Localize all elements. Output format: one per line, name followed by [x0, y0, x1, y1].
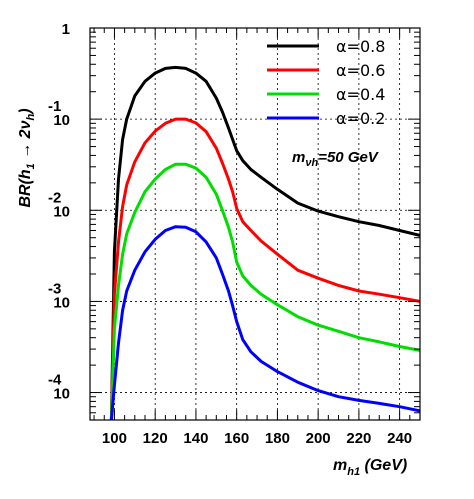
x-tick-label: 180 — [265, 430, 290, 447]
ticks — [90, 27, 421, 421]
y-tick-exponent: -3 — [48, 280, 61, 297]
series-layer — [109, 65, 420, 420]
y-tick-labels: 110-110-210-310-4 — [48, 21, 70, 403]
legend-label-3: α=0.4 — [336, 85, 385, 104]
y-axis-label-e: ) — [17, 108, 34, 115]
mass-annotation: mνh=50 GeV — [292, 149, 380, 169]
x-tick-label: 120 — [143, 430, 168, 447]
x-axis-label-unit: (GeV) — [360, 457, 407, 474]
x-tick-label: 140 — [183, 430, 208, 447]
legend-label-4: α=0.2 — [336, 109, 385, 128]
x-tick-labels: 100 120 140 160 180 200 220 240 — [102, 430, 412, 447]
x-tick-label: 100 — [102, 430, 127, 447]
series-line-2 — [109, 117, 420, 420]
x-axis-label: mh1 (GeV) — [333, 457, 407, 478]
x-axis-label-main: m — [333, 457, 347, 474]
y-tick-label: 10 — [53, 294, 70, 311]
y-axis-label: BR(h1 → 2νh) — [17, 108, 37, 207]
legend-label-1: α=0.8 — [336, 37, 385, 56]
y-tick-label: 10 — [53, 203, 70, 220]
y-tick-base: 1 — [62, 21, 70, 38]
legend: α=0.8 α=0.6 α=0.4 α=0.2 — [267, 37, 385, 128]
series-line-1 — [109, 65, 420, 420]
mass-annotation-rest: =50 GeV — [318, 149, 380, 166]
y-tick-label: 1 — [62, 21, 70, 38]
x-tick-label: 240 — [387, 430, 412, 447]
y-tick-base: 10 — [53, 112, 70, 129]
y-axis-label-b: 1 — [25, 163, 37, 169]
y-tick-exponent: -1 — [48, 98, 61, 115]
y-axis-label-c: → 2ν — [17, 120, 34, 163]
x-tick-label: 200 — [306, 430, 331, 447]
y-tick-label: 10 — [53, 386, 70, 403]
y-tick-base: 10 — [53, 386, 70, 403]
series-line-4 — [109, 225, 420, 420]
legend-label-2: α=0.6 — [336, 61, 385, 80]
x-tick-label: 160 — [224, 430, 249, 447]
y-tick-label: 10 — [53, 112, 70, 129]
mass-annotation-sub: νh — [305, 157, 318, 169]
mass-annotation-main: m — [292, 149, 305, 166]
y-axis-label-d: h — [25, 114, 37, 121]
y-tick-base: 10 — [53, 294, 70, 311]
y-tick-exponent: -2 — [48, 189, 61, 206]
y-tick-base: 10 — [53, 203, 70, 220]
series-line-3 — [109, 162, 420, 420]
y-tick-exponent: -4 — [48, 372, 62, 389]
x-tick-label: 220 — [346, 430, 371, 447]
y-axis-label-a: BR(h — [17, 169, 34, 207]
x-axis-label-sub: h1 — [347, 466, 360, 478]
